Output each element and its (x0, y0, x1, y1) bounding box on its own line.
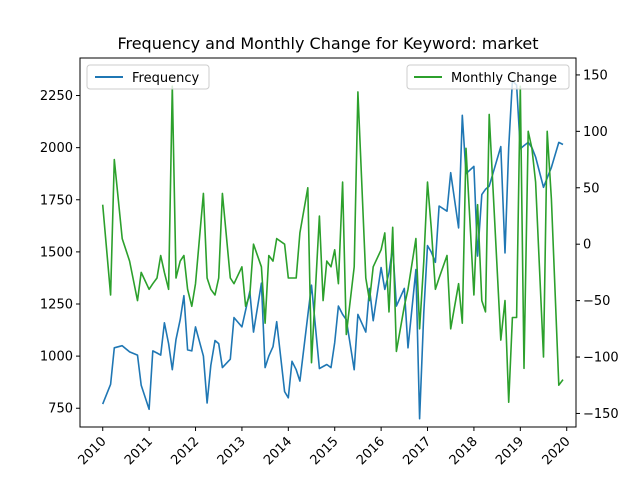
x-tick-label: 2010 (76, 434, 110, 468)
x-tick-label: 2014 (261, 434, 295, 468)
legend-monthly-change-box (406, 64, 570, 90)
legend-frequency-label: Frequency (132, 71, 199, 86)
chart-title: Frequency and Monthly Change for Keyword… (117, 34, 538, 53)
x-tick-label: 2012 (168, 434, 202, 468)
y-right-tick-label: −50 (583, 294, 610, 309)
legend-monthly-change: Monthly Change (406, 64, 570, 90)
series-line-monthly-change (101, 85, 564, 404)
y-axis-right: −150 −100 −50 0 50 100 150 (576, 68, 619, 422)
y-left-tick-label: 1750 (40, 193, 73, 208)
x-tick-label: 2016 (354, 434, 388, 468)
x-tick-label: 2018 (447, 434, 481, 468)
y-right-tick-label: 50 (583, 181, 600, 196)
x-tick-label: 2020 (540, 434, 574, 468)
legend-monthly-change-label: Monthly Change (451, 71, 557, 86)
legend-frequency-box (86, 64, 210, 90)
y-left-tick-label: 2000 (40, 141, 73, 156)
x-tick-label: 2011 (122, 434, 156, 468)
y-right-tick-label: 150 (583, 68, 608, 83)
x-tick-label: 2015 (308, 434, 342, 468)
plot-frame (79, 57, 577, 428)
y-left-tick-label: 1250 (40, 298, 73, 313)
y-right-tick-label: 100 (583, 125, 608, 140)
legend-frequency: Frequency (86, 64, 210, 90)
series-layer (101, 80, 564, 420)
y-right-tick-label: −100 (583, 351, 619, 366)
y-left-tick-label: 2250 (40, 89, 73, 104)
y-left-tick-label: 1000 (40, 350, 73, 365)
x-tick-label: 2019 (493, 434, 527, 468)
series-line-frequency (101, 80, 564, 420)
y-left-tick-label: 750 (48, 402, 73, 417)
y-axis-left: 750 1000 1250 1500 1750 2000 2250 (40, 89, 80, 417)
y-right-tick-label: −150 (583, 407, 619, 422)
y-right-tick-label: 0 (583, 238, 591, 253)
x-tick-label: 2013 (215, 434, 249, 468)
x-tick-label: 2017 (400, 434, 434, 468)
y-left-tick-label: 1500 (40, 245, 73, 260)
x-axis: 2010 2011 2012 2013 2014 2015 2016 2017 2018 2019… (76, 427, 574, 468)
